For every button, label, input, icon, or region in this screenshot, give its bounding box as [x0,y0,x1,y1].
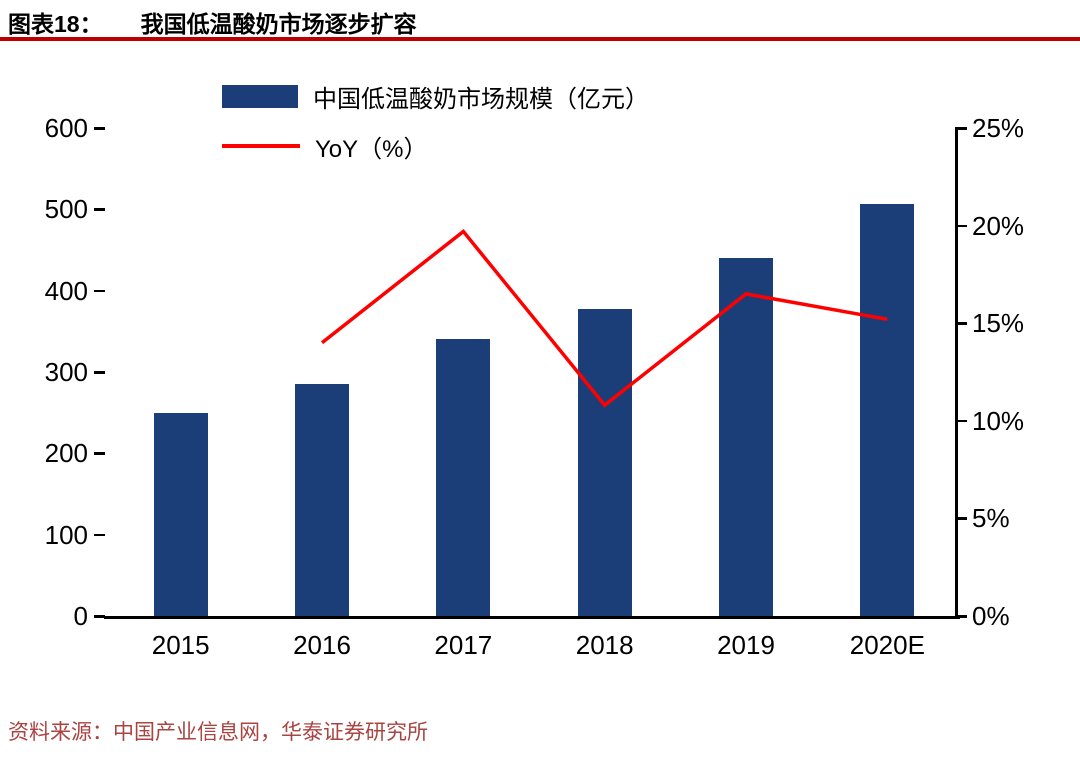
left-axis-tick-label: 400 [44,275,88,306]
right-axis-tick-label: 5% [972,503,1010,534]
figure-number: 图表18： [8,11,103,37]
left-axis-tick-label: 300 [44,357,88,387]
market-size-bar [436,339,491,616]
right-axis-tick [957,419,967,423]
chart-legend: 中国低温酸奶市场规模（亿元） YoY（%） [222,80,649,180]
x-axis-label: 2019 [717,630,775,660]
market-size-bar [860,203,915,616]
x-axis-label: 2017 [434,630,493,660]
left-axis-tick-label: 0 [73,601,88,631]
legend-item-market-size: 中国低温酸奶市场规模（亿元） [222,80,649,113]
left-axis-tick [94,289,105,293]
left-axis-tick [94,615,105,618]
right-axis-tick [957,127,967,130]
right-axis-tick-label: 25% [972,113,1025,143]
figure-header: 图表18： 我国低温酸奶市场逐步扩容 [8,5,417,39]
left-axis-tick [94,208,105,211]
legend-label-market-size: 中国低温酸奶市场规模（亿元） [313,85,649,113]
header-rule [0,37,1080,41]
right-axis-tick-label: 15% [972,308,1025,339]
x-axis-label: 2015 [151,630,210,660]
left-axis-tick-label: 500 [44,194,88,225]
left-axis-tick [94,127,105,130]
left-axis-tick [94,452,105,455]
legend-item-yoy: YoY（%） [222,130,649,163]
x-axis-label: 2016 [293,630,351,660]
market-size-bar [153,412,208,616]
left-axis-tick-label: 600 [44,113,88,143]
x-axis-label: 2018 [575,630,634,660]
right-axis-tick [957,322,967,325]
source-note: 资料来源：中国产业信息网，华泰证券研究所 [8,721,428,744]
legend-label-yoy: YoY（%） [315,135,428,163]
x-axis-label: 2020E [849,630,925,660]
left-axis-tick [94,533,105,537]
x-axis-line [104,616,960,619]
right-axis-tick-label: 0% [972,601,1010,631]
bar-series-swatch [222,84,298,108]
right-axis-tick [957,517,967,520]
left-axis-tick-label: 100 [44,519,88,550]
market-size-bar [295,384,349,616]
market-size-bar [719,258,773,616]
right-axis-line [955,127,958,619]
left-axis-tick [94,371,105,374]
right-axis-tick [957,615,967,618]
line-series-swatch [222,144,300,148]
right-axis-tick-label: 10% [972,405,1025,436]
left-axis-tick-label: 200 [44,438,88,469]
market-size-bar [577,308,632,616]
right-axis-tick-label: 20% [972,210,1025,241]
figure-title: 我国低温酸奶市场逐步扩容 [140,11,417,37]
right-axis-tick [957,224,967,228]
